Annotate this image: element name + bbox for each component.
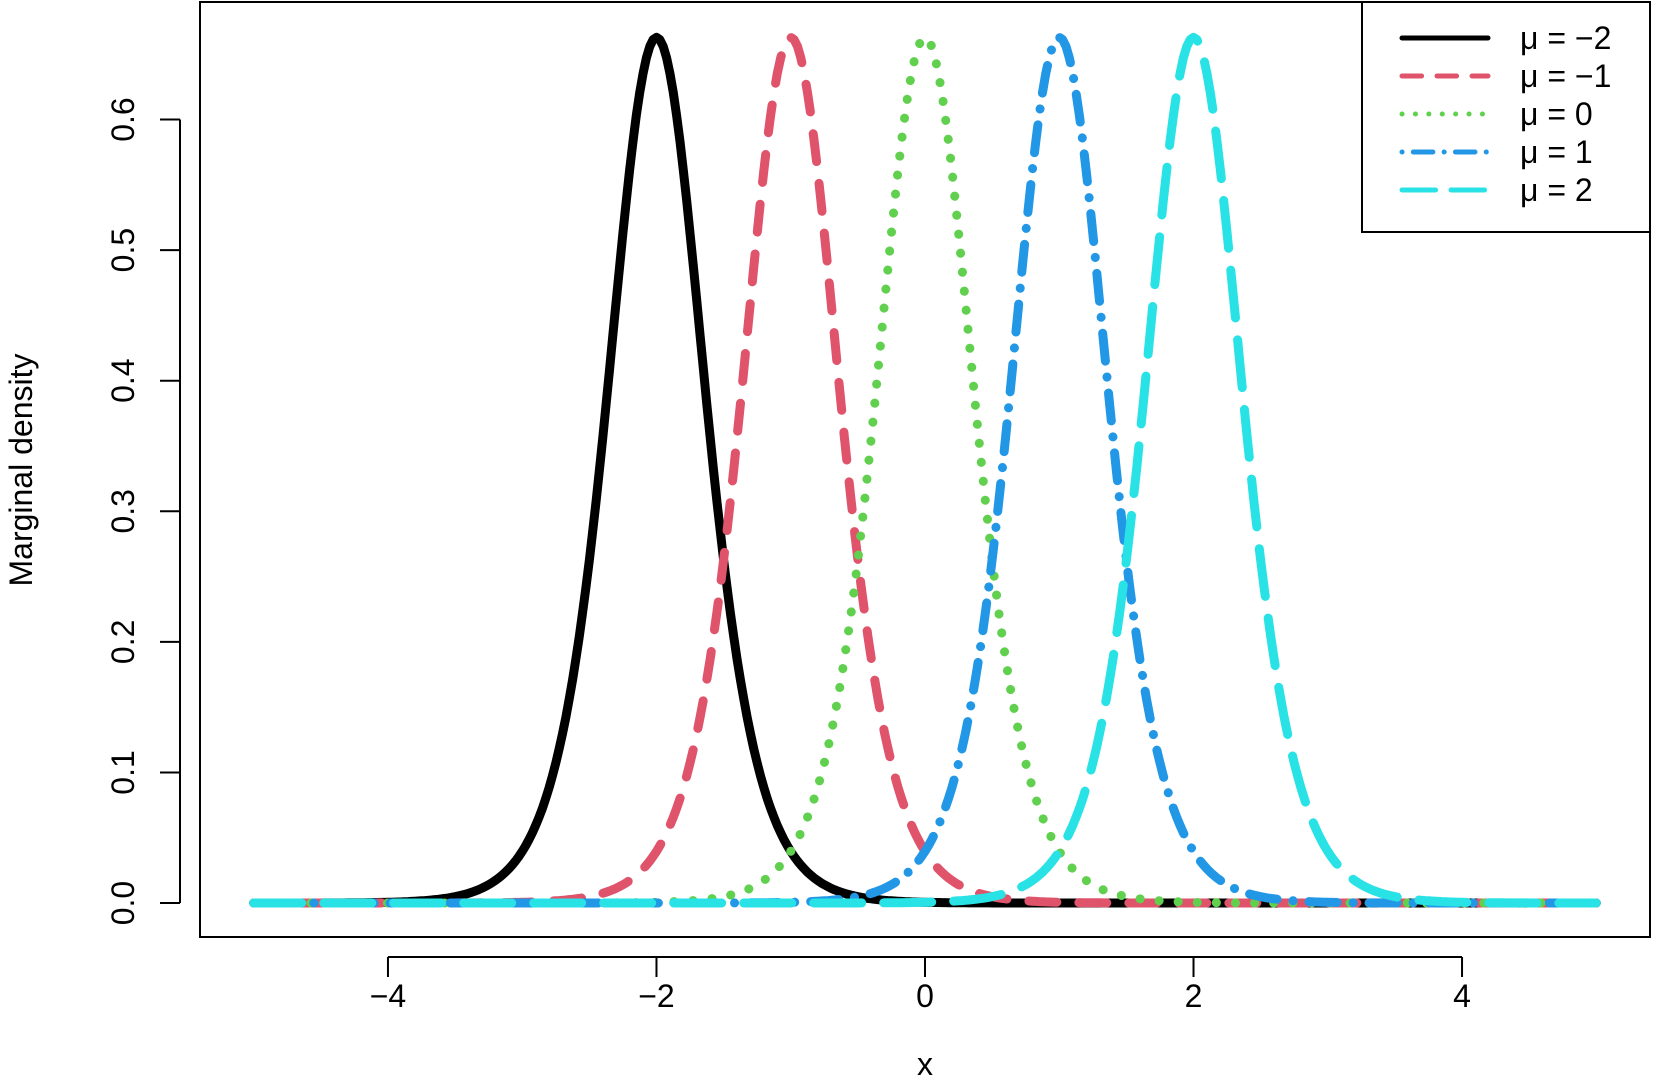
legend-label-4: μ = 1 [1520, 134, 1593, 170]
x-tick-label: 0 [916, 978, 934, 1014]
legend-label-1: μ = −2 [1520, 20, 1611, 56]
x-axis: −4 −2 0 2 4 [370, 956, 1471, 1014]
legend: μ = −2μ = −1μ = 0μ = 1μ = 2 [1361, 1, 1651, 233]
x-tick-label: 4 [1453, 978, 1471, 1014]
y-tick-label: 0.0 [105, 881, 141, 925]
y-tick-label: 0.2 [105, 620, 141, 664]
y-tick-label: 0.1 [105, 750, 141, 794]
y-tick-label: 0.6 [105, 97, 141, 141]
series-line-5 [249, 32, 1601, 908]
series-layer [249, 32, 1601, 908]
y-tick-label: 0.3 [105, 489, 141, 533]
plot-frame [199, 1, 1651, 938]
x-tick-label: −4 [370, 978, 406, 1014]
y-axis-label: Marginal density [3, 354, 39, 587]
x-tick-label: −2 [638, 978, 674, 1014]
y-tick-label: 0.5 [105, 228, 141, 272]
x-tick-label: 2 [1185, 978, 1203, 1014]
y-tick-label: 0.4 [105, 358, 141, 402]
y-axis: 0.0 0.1 0.2 0.3 0.4 0.5 0.6 [105, 97, 181, 925]
legend-label-5: μ = 2 [1520, 172, 1593, 208]
legend-label-3: μ = 0 [1520, 96, 1593, 132]
legend-label-2: μ = −1 [1520, 58, 1611, 94]
x-axis-label: x [917, 1046, 933, 1082]
